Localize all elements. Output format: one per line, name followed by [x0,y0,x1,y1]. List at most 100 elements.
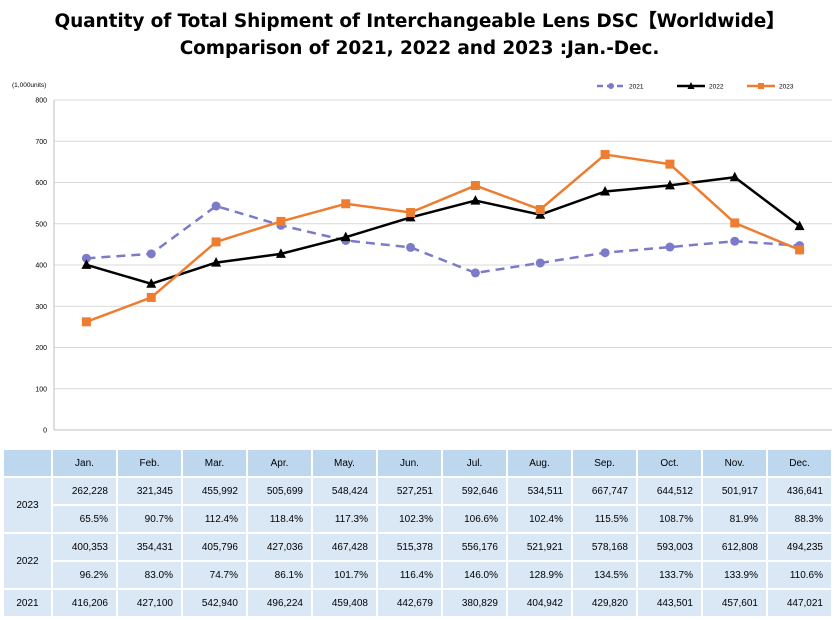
data-point-2023 [600,150,610,160]
table-header-row: Jan. Feb. Mar. Apr. May. Jun. Jul. Aug. Sep. Oct.… [4,450,831,476]
month-header: Oct. [638,450,701,476]
yoy-ratio-cell: 110.6% [768,562,831,588]
data-point-2023 [665,159,675,169]
shipment-value-cell: 496,224 [248,590,311,616]
shipment-value-cell: 548,424 [313,478,376,504]
shipment-value-cell: 592,646 [443,478,506,504]
shipment-value-cell: 405,796 [183,534,246,560]
month-header: Aug. [508,450,571,476]
yoy-ratio-cell: 134.5% [573,562,636,588]
data-point-2022 [664,179,675,190]
shipment-value-cell: 427,036 [248,534,311,560]
y-tick-label: 0 [43,428,47,435]
data-point-2023 [535,205,545,215]
yoy-ratio-cell: 115.5% [573,506,636,532]
y-tick-label: 600 [35,180,47,187]
data-point-2022 [340,231,351,242]
shipment-value-cell: 593,003 [638,534,701,560]
yoy-ratio-cell: 117.3% [313,506,376,532]
shipment-value-cell: 457,601 [703,590,766,616]
month-header: Nov. [703,450,766,476]
yoy-ratio-cell: 106.6% [443,506,506,532]
title-line-1: Quantity of Total Shipment of Interchang… [54,11,785,32]
shipment-value-cell: 447,021 [768,590,831,616]
y-unit-label: (1,000units) [12,82,46,89]
shipment-value-cell: 400,353 [53,534,116,560]
data-point-2022 [729,171,740,182]
shipment-value-cell: 556,176 [443,534,506,560]
data-point-2022 [146,278,157,288]
data-point-2023 [406,208,416,218]
y-tick-label: 100 [35,386,47,393]
data-point-2022 [600,186,611,196]
y-tick-label: 200 [35,345,47,352]
shipment-value-cell: 429,820 [573,590,636,616]
shipment-value-cell: 416,206 [53,590,116,616]
data-point-2021 [665,242,675,252]
data-point-2021 [81,253,91,263]
yoy-ratio-cell: 81.9% [703,506,766,532]
shipment-value-cell: 380,829 [443,590,506,616]
series-line-2023 [85,153,801,324]
yoy-ratio-cell: 146.0% [443,562,506,588]
yoy-ratio-cell: 102.3% [378,506,441,532]
month-header: May. [313,450,376,476]
shipment-value-cell: 527,251 [378,478,441,504]
legend-marker-2023 [758,83,764,89]
month-header: Jan. [53,450,116,476]
data-point-2023 [146,292,156,302]
series-line-2022 [86,175,801,286]
data-point-2023 [341,199,351,209]
legend-marker-2021 [608,83,614,89]
y-tick-label: 500 [35,221,47,228]
series-line-2021 [86,204,800,275]
month-header: Sep. [573,450,636,476]
table-row: 96.2% 83.0% 74.7% 86.1% 101.7% 116.4% 146.0% 12… [4,562,831,588]
table-row: 65.5% 90.7% 112.4% 118.4% 117.3% 102.3% 106.6%… [4,506,831,532]
shipment-value-cell: 612,808 [703,534,766,560]
table-row: 2022 400,353 354,431 405,796 427,036 467,428 5… [4,534,831,588]
shipment-value-cell: 494,235 [768,534,831,560]
year-cell: 2022 [4,534,51,588]
shipment-value-cell: 262,228 [53,478,116,504]
data-point-2021 [600,248,610,258]
shipment-value-cell: 505,699 [248,478,311,504]
month-header: Mar. [183,450,246,476]
yoy-ratio-cell: 102.4% [508,506,571,532]
shipment-value-cell: 321,345 [118,478,181,504]
shipment-value-cell: 534,511 [508,478,571,504]
shipment-value-cell: 501,917 [703,478,766,504]
shipment-value-cell: 459,408 [313,590,376,616]
data-point-2022 [794,220,805,231]
legend-marker-2022 [687,82,695,89]
yoy-ratio-cell: 83.0% [118,562,181,588]
y-tick-label: 700 [35,139,47,146]
y-tick-label: 800 [35,98,47,105]
yoy-ratio-cell: 86.1% [248,562,311,588]
table-row: 2021 416,206 427,100 542,940 496,224 459,408 4… [4,590,831,616]
data-point-2021 [406,242,416,252]
yoy-ratio-cell: 74.7% [183,562,246,588]
data-point-2021 [535,258,545,268]
shipment-value-cell: 515,378 [378,534,441,560]
data-point-2023 [211,237,221,247]
yoy-ratio-cell: 116.4% [378,562,441,588]
y-tick-label: 400 [35,263,47,270]
data-point-2022 [81,259,92,269]
shipment-value-cell: 542,940 [183,590,246,616]
shipment-value-cell: 354,431 [118,534,181,560]
month-header: Feb. [118,450,181,476]
chart-title: Quantity of Total Shipment of Interchang… [0,8,839,62]
data-point-2023 [276,216,286,226]
yoy-ratio-cell: 90.7% [118,506,181,532]
table-row: 2023 262,228 321,345 455,992 505,699 548,424 5… [4,478,831,532]
data-point-2023 [470,181,480,191]
y-tick-label: 300 [35,304,47,311]
data-point-2021 [211,201,221,211]
shipment-value-cell: 442,679 [378,590,441,616]
yoy-ratio-cell: 65.5% [53,506,116,532]
shipment-value-cell: 667,747 [573,478,636,504]
shipment-value-cell: 404,942 [508,590,571,616]
legend-label-2022: 2022 [709,84,724,91]
yoy-ratio-cell: 128.9% [508,562,571,588]
